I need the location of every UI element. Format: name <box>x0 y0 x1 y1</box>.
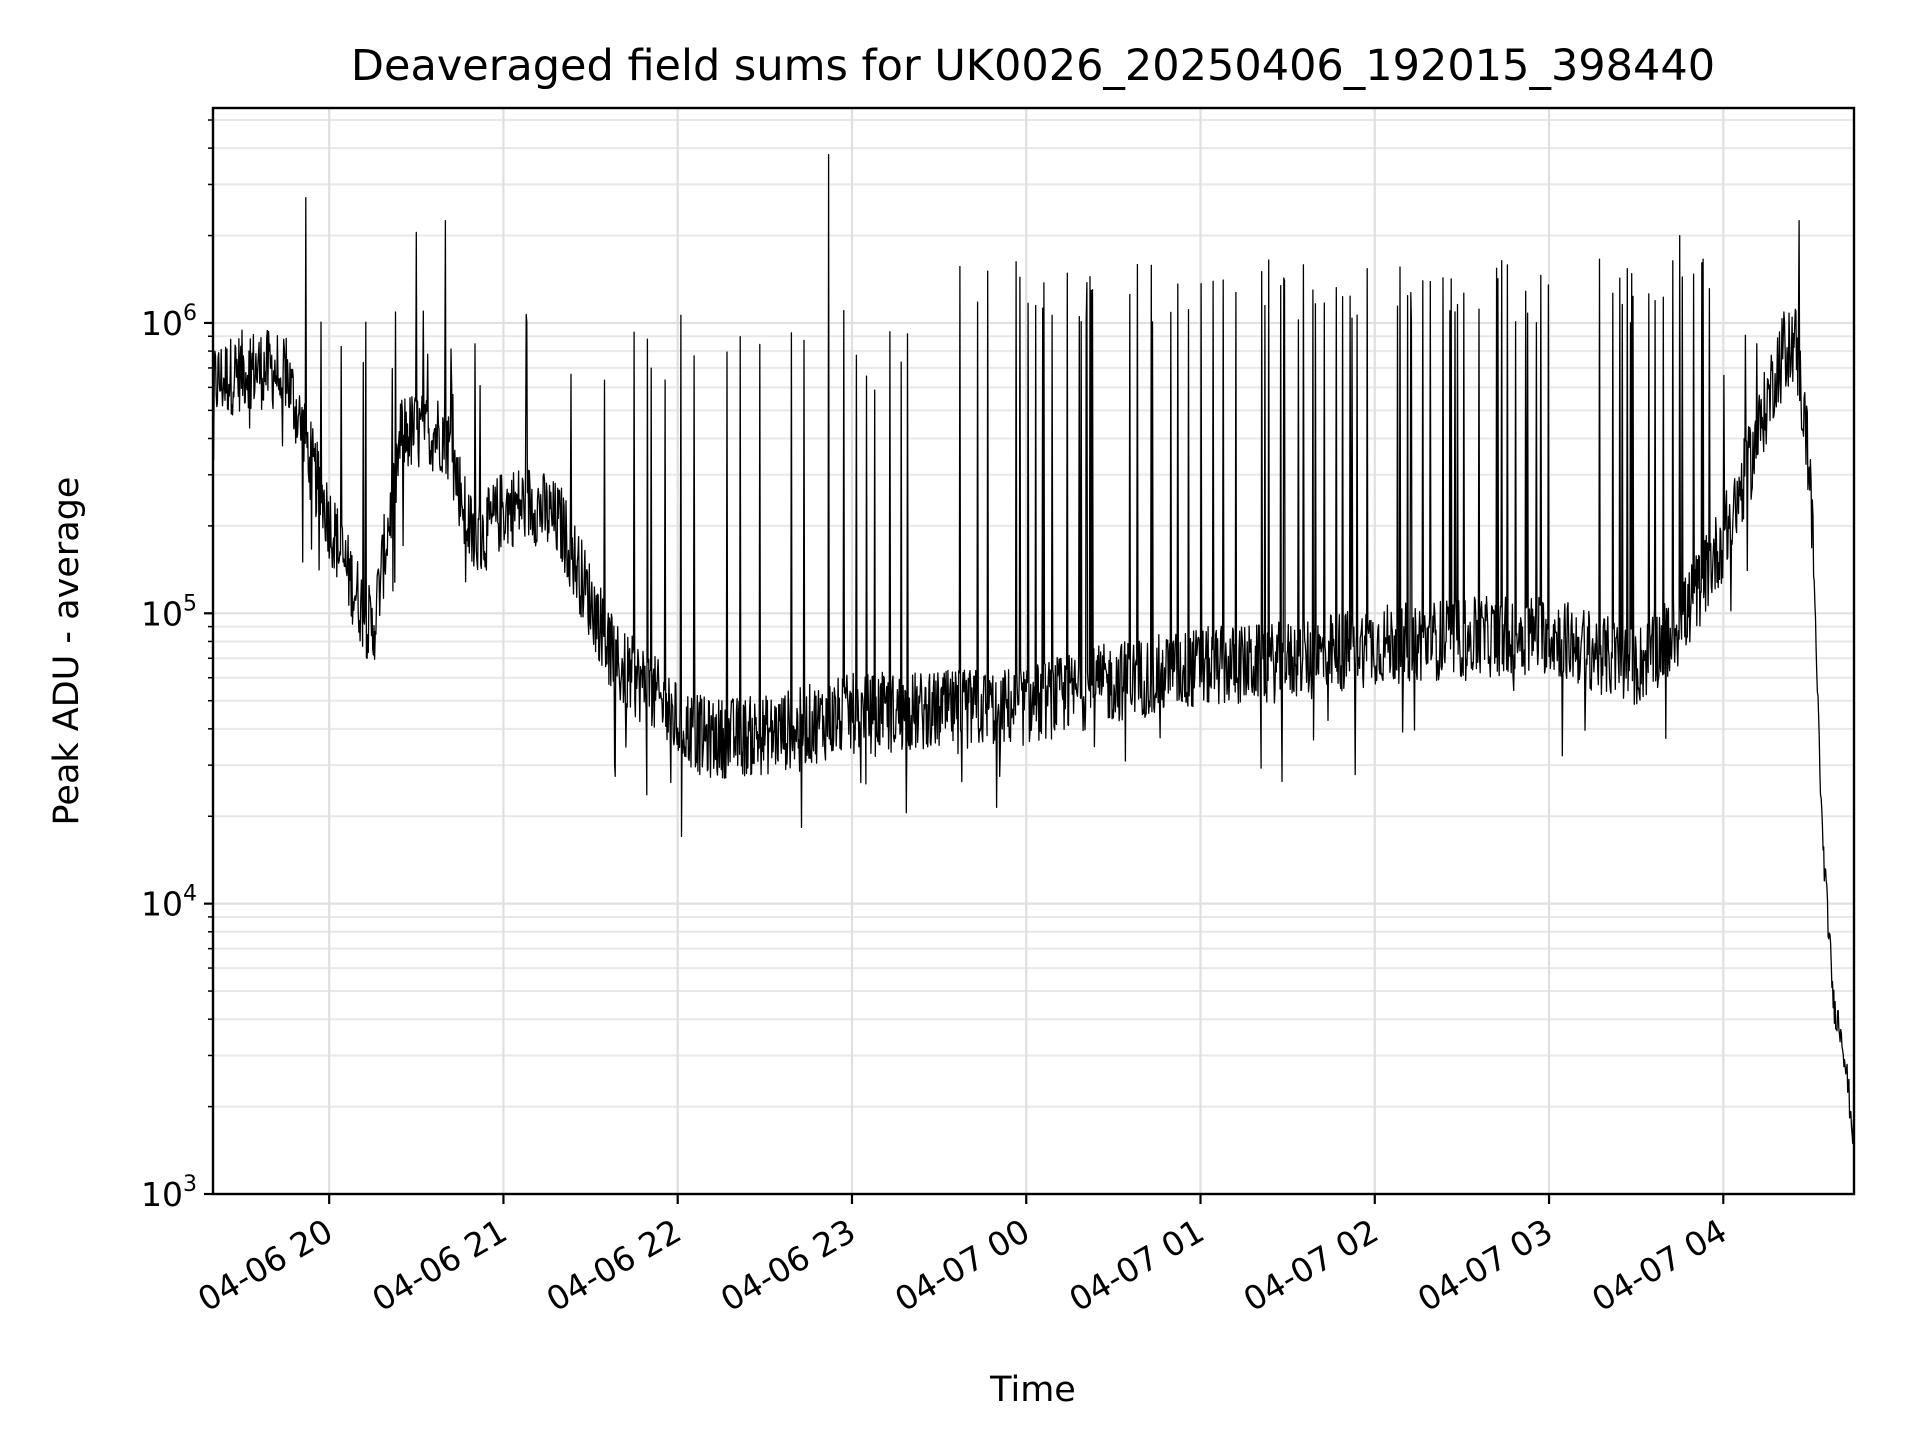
chart-title: Deaveraged field sums for UK0026_2025040… <box>351 41 1715 91</box>
plot-frame <box>211 106 1856 1196</box>
x-tick-label: 04-06 21 <box>365 1211 513 1319</box>
x-axis-label: Time <box>989 1370 1076 1410</box>
x-tick-label: 04-07 04 <box>1585 1211 1733 1319</box>
y-tick-label: 103 <box>141 1172 197 1214</box>
y-tick-label: 105 <box>141 591 197 633</box>
x-tick-label: 04-06 20 <box>191 1211 339 1319</box>
x-tick-label: 04-06 23 <box>714 1211 862 1319</box>
series-line <box>212 153 1855 1157</box>
x-tick-label: 04-07 02 <box>1237 1211 1385 1319</box>
y-tick-label: 104 <box>141 882 197 924</box>
x-tick-label: 04-07 03 <box>1411 1211 1559 1319</box>
x-tick-label: 04-06 22 <box>540 1211 688 1319</box>
x-tick-label: 04-07 00 <box>888 1211 1036 1319</box>
y-axis-label: Peak ADU - average <box>47 477 87 826</box>
series <box>212 153 1855 1157</box>
y-tick-label: 106 <box>141 301 197 343</box>
x-tick-label: 04-07 01 <box>1063 1211 1211 1319</box>
